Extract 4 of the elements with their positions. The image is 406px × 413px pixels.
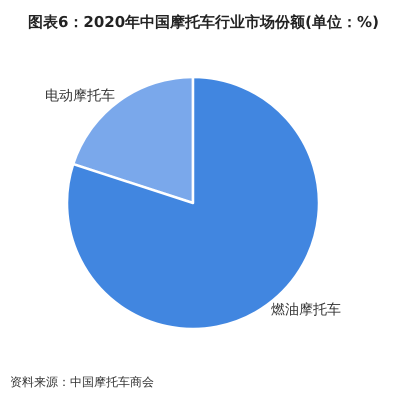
slice-label: 电动摩托车 xyxy=(44,88,115,104)
chart-title: 图表6：2020年中国摩托车行业市场份额(单位：%) xyxy=(28,13,379,31)
text: 资料来源：中国摩托车商会 xyxy=(10,375,154,389)
slice-label: 燃油摩托车 xyxy=(271,302,342,318)
